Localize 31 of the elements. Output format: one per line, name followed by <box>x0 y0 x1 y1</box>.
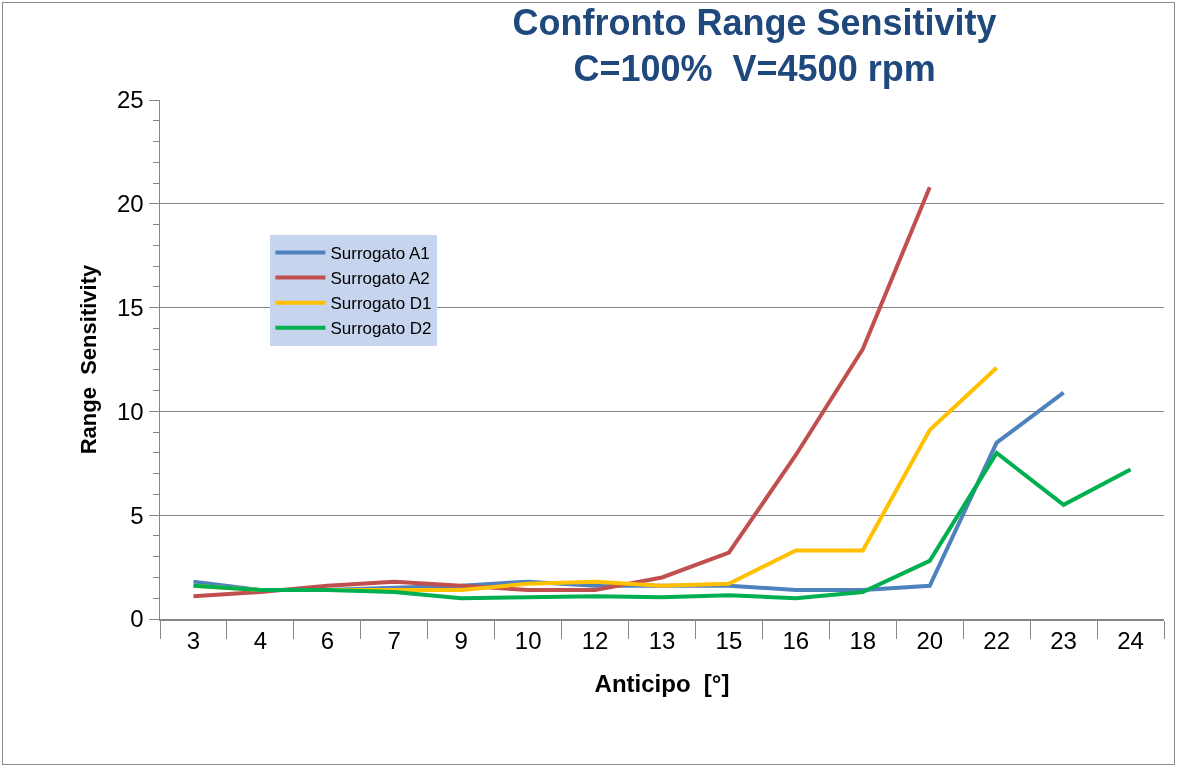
x-tick-label: 24 <box>1117 627 1144 655</box>
y-tick-label: 0 <box>130 605 144 633</box>
legend-label: Surrogato A2 <box>330 269 430 289</box>
y-tick-label: 20 <box>117 190 144 218</box>
x-tick-label: 7 <box>387 627 401 655</box>
line-series <box>191 450 1133 601</box>
y-tick-label: 25 <box>117 86 144 114</box>
y-tick-label: 10 <box>117 397 144 425</box>
line-series <box>191 185 932 599</box>
x-tick-label: 18 <box>849 627 877 655</box>
y-axis-title: Range Sensitivity <box>76 263 102 455</box>
x-tick-label: 9 <box>454 627 468 655</box>
x-tick-label: 16 <box>782 627 810 655</box>
legend-label: Surrogato D1 <box>330 294 432 314</box>
x-tick-label: 22 <box>983 627 1011 655</box>
legend-label: Surrogato D2 <box>330 319 432 339</box>
x-tick-label: 4 <box>253 627 268 655</box>
x-tick-label: 15 <box>715 627 743 655</box>
x-tick-label: 6 <box>320 627 335 655</box>
chart-subtitle: C=100% V=4500 rpm <box>573 48 936 90</box>
chart-title: Confronto Range Sensitivity <box>512 1 997 43</box>
y-tick-label: 5 <box>130 501 144 529</box>
x-tick-label: 13 <box>648 627 676 655</box>
x-tick-label: 20 <box>916 627 944 655</box>
x-tick-label: 10 <box>514 627 542 655</box>
x-tick-label: 12 <box>581 627 609 655</box>
legend-label: Surrogato A1 <box>330 244 430 264</box>
x-tick-label: 3 <box>186 627 201 655</box>
x-tick-label: 23 <box>1050 627 1077 655</box>
x-axis-title: Anticipo [°] <box>594 670 730 698</box>
y-tick-label: 15 <box>117 294 144 321</box>
